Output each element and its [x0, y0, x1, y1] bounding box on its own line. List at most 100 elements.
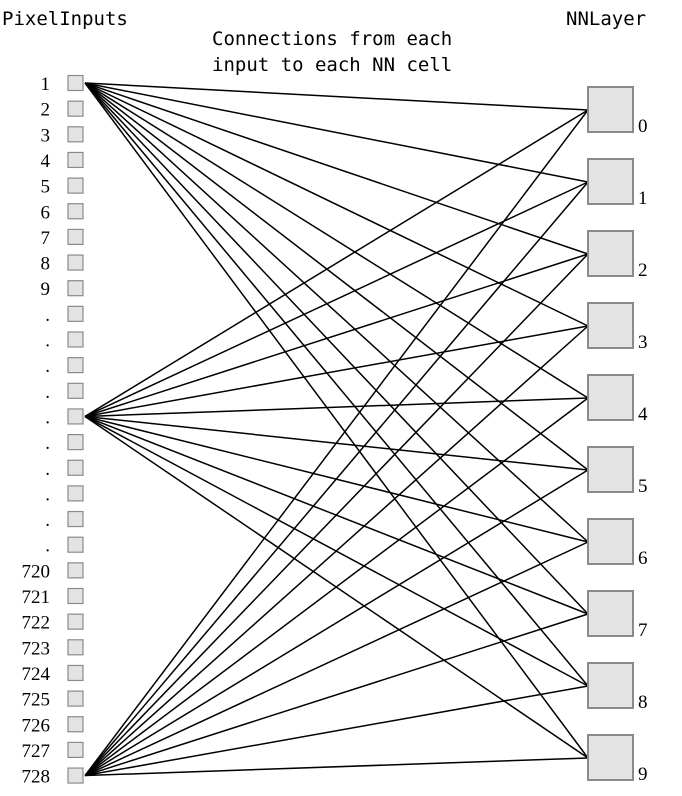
input-label: . — [45, 382, 50, 403]
pixel-inputs-heading: PixelInputs — [2, 8, 128, 30]
nn-cell-label: 8 — [638, 692, 648, 713]
input-label: 728 — [22, 767, 51, 788]
input-node — [67, 357, 84, 374]
input-node — [67, 510, 84, 528]
input-node — [67, 536, 84, 553]
connection-line — [84, 397, 589, 777]
connection-line — [84, 109, 589, 777]
connection-line — [84, 82, 589, 399]
input-label: 724 — [22, 664, 51, 685]
input-label: 6 — [41, 202, 51, 223]
nn-cell-label: 4 — [638, 404, 648, 425]
connection-line — [84, 469, 589, 777]
nn-cell-label: 9 — [638, 764, 648, 785]
connection-line — [84, 181, 589, 777]
input-label: 3 — [41, 125, 51, 146]
input-node — [67, 690, 84, 707]
input-node — [67, 126, 84, 143]
input-node — [67, 434, 84, 451]
nn-cell — [587, 86, 634, 133]
input-node — [67, 613, 84, 630]
input-node — [67, 100, 84, 117]
nn-layer-heading: NNLayer — [566, 8, 646, 30]
nn-cell — [587, 446, 634, 493]
connection-line — [84, 82, 589, 759]
pixel-input-column: 1 2 3 4 5 6 7 8 9.......... 720 721 722 723 724 725 726… — [22, 74, 84, 788]
input-node — [67, 767, 84, 784]
input-label: . — [45, 510, 50, 531]
connection-line — [84, 253, 589, 777]
input-label: . — [45, 536, 50, 557]
input-label: 722 — [22, 613, 51, 634]
nn-cell-label: 7 — [638, 620, 648, 641]
connection-line — [84, 757, 589, 777]
connection-line — [84, 82, 589, 687]
input-node — [67, 280, 84, 297]
nn-cell — [587, 662, 634, 709]
input-node — [67, 485, 84, 502]
input-label: . — [45, 331, 50, 352]
input-node — [67, 459, 84, 476]
input-label: 5 — [41, 177, 51, 198]
nn-cell — [587, 374, 634, 421]
input-node — [67, 331, 84, 348]
connection-line — [84, 82, 589, 255]
connection-line — [84, 181, 589, 418]
caption-line-2: input to each NN cell — [212, 54, 452, 76]
connection-line — [84, 82, 589, 543]
nn-cell-label: 2 — [638, 260, 648, 281]
connection-line — [84, 253, 589, 418]
input-node — [67, 562, 84, 579]
input-node — [67, 254, 84, 271]
nn-cell — [587, 158, 634, 205]
input-label: 7 — [41, 228, 51, 249]
nn-cell — [587, 230, 634, 277]
connection-line — [84, 109, 589, 418]
input-label: 720 — [22, 561, 51, 582]
input-node — [67, 151, 84, 169]
input-label: . — [45, 407, 50, 428]
input-node — [67, 639, 84, 656]
input-label: . — [45, 459, 50, 480]
connection-lines — [84, 82, 589, 777]
nn-cell-label: 6 — [638, 548, 648, 569]
connection-line — [84, 82, 589, 327]
nn-cell-label: 3 — [638, 332, 648, 353]
input-node — [67, 382, 84, 399]
nn-layer-column: 0 1 2 3 4 5 6 7 8 9 — [587, 86, 648, 785]
input-label: . — [45, 305, 50, 326]
input-label: . — [45, 356, 50, 377]
input-label: 726 — [22, 715, 51, 736]
input-label: 727 — [22, 741, 51, 762]
input-label: . — [45, 433, 50, 454]
input-label: 723 — [22, 638, 51, 659]
connection-line — [84, 613, 589, 777]
nn-cell — [587, 518, 634, 565]
input-label: 1 — [41, 74, 51, 95]
connection-line — [84, 82, 589, 111]
input-label: 2 — [41, 100, 51, 121]
connection-line — [84, 541, 589, 777]
input-node — [67, 74, 84, 92]
input-label: 4 — [41, 151, 51, 172]
connection-line — [84, 325, 589, 777]
input-node — [67, 716, 84, 733]
input-label: 9 — [41, 279, 51, 300]
nn-cell — [587, 734, 634, 781]
connection-line — [84, 82, 589, 471]
input-node — [67, 203, 84, 220]
input-label: . — [45, 484, 50, 505]
nn-cell-label: 0 — [638, 116, 648, 137]
nn-cell — [587, 590, 634, 637]
connection-line — [84, 82, 589, 615]
connection-line — [84, 82, 589, 183]
input-node — [67, 408, 84, 425]
input-node — [67, 228, 84, 245]
connection-line — [84, 397, 589, 418]
input-node — [67, 587, 84, 605]
nn-cell — [587, 302, 634, 349]
input-node — [67, 305, 84, 322]
nn-cell-label: 1 — [638, 188, 648, 209]
input-node — [67, 664, 84, 682]
